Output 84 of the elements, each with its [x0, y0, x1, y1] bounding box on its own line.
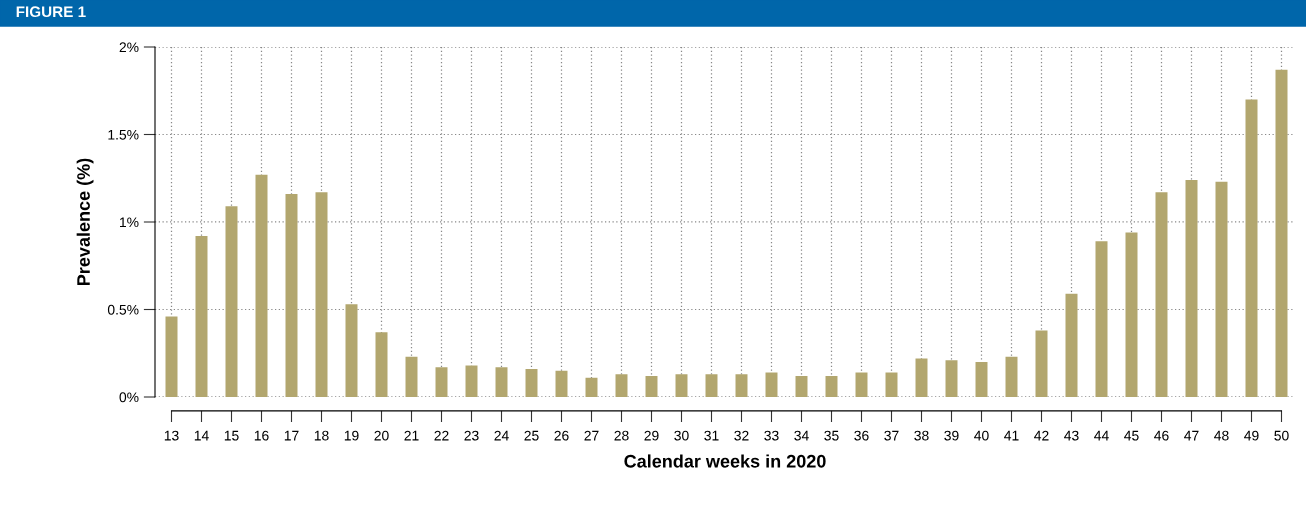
y-tick-label: 1.5%: [108, 129, 139, 140]
bar: [225, 206, 238, 397]
x-tick-label: 33: [764, 430, 779, 441]
x-tick-label: 16: [254, 430, 269, 441]
x-tick-label: 19: [344, 430, 359, 441]
bar: [1035, 330, 1048, 397]
bar: [465, 365, 478, 397]
x-tick-label: 21: [404, 430, 419, 441]
bar: [255, 174, 268, 397]
bar: [405, 356, 418, 397]
bar: [975, 362, 988, 397]
y-tick-label: 2%: [119, 42, 139, 53]
bar: [1185, 180, 1198, 397]
bar: [795, 376, 808, 397]
bar: [1275, 69, 1288, 397]
bar: [315, 192, 328, 397]
x-tick-label: 39: [944, 430, 959, 441]
x-tick-label: 49: [1244, 430, 1259, 441]
bar: [435, 367, 448, 397]
y-axis-title: Prevalence (%): [76, 158, 94, 286]
x-tick-label: 42: [1034, 430, 1049, 441]
bar: [855, 372, 868, 397]
x-tick-label: 20: [374, 430, 389, 441]
y-tick-label: 1%: [120, 217, 139, 228]
x-tick-label: 24: [494, 430, 509, 441]
x-tick-label: 25: [524, 430, 539, 441]
x-tick-label: 43: [1064, 430, 1079, 441]
bar: [345, 304, 358, 397]
bar: [735, 374, 748, 397]
bar: [945, 360, 958, 397]
bar: [1215, 181, 1228, 397]
x-tick-label: 40: [974, 430, 989, 441]
bar: [1245, 99, 1258, 397]
bar: [885, 372, 898, 397]
x-tick-label: 34: [794, 430, 809, 441]
bar: [375, 332, 388, 397]
x-tick-label: 44: [1094, 430, 1109, 441]
bar: [645, 376, 658, 397]
x-tick-label: 17: [284, 430, 299, 441]
x-tick-label: 37: [884, 430, 899, 441]
x-tick-label: 29: [644, 430, 659, 441]
x-tick-label: 13: [164, 430, 179, 441]
x-tick-label: 48: [1214, 430, 1229, 441]
bar: [1005, 356, 1018, 397]
bar: [1125, 232, 1138, 397]
bar: [555, 370, 568, 397]
x-tick-label: 23: [464, 430, 479, 441]
x-tick-label: 27: [584, 430, 599, 441]
x-tick-label: 18: [314, 430, 329, 441]
x-tick-label: 15: [224, 430, 239, 441]
chart-title: FIGURE 1: [16, 6, 86, 18]
x-tick-label: 45: [1124, 430, 1139, 441]
x-tick-label: 22: [434, 430, 449, 441]
x-tick-label: 26: [554, 430, 569, 441]
x-tick-label: 31: [704, 430, 719, 441]
bar: [825, 376, 838, 397]
bar: [705, 374, 718, 397]
bar: [1065, 293, 1078, 397]
x-tick-label: 47: [1184, 430, 1199, 441]
x-tick-label: 50: [1274, 430, 1289, 441]
bar: [495, 367, 508, 397]
x-tick-label: 32: [734, 430, 749, 441]
bar: [585, 377, 598, 397]
bar: [1095, 241, 1108, 397]
x-tick-label: 46: [1154, 430, 1169, 441]
bar: [195, 236, 208, 397]
bar: [165, 316, 178, 397]
x-tick-label: 14: [194, 430, 209, 441]
x-tick-label: 35: [824, 430, 839, 441]
x-tick-label: 36: [854, 430, 869, 441]
x-tick-label: 28: [614, 430, 629, 441]
x-tick-label: 38: [914, 430, 929, 441]
x-axis-title: Calendar weeks in 2020: [624, 454, 826, 468]
bar: [1155, 192, 1168, 397]
bar: [525, 369, 538, 397]
bar: [285, 194, 298, 397]
bar: [615, 374, 628, 397]
bar: [765, 372, 778, 397]
y-tick-label: 0.5%: [107, 304, 139, 315]
bar: [675, 374, 688, 397]
x-tick-label: 41: [1004, 430, 1019, 441]
x-tick-label: 30: [674, 430, 689, 441]
y-tick-label: 0%: [119, 392, 139, 403]
bar: [915, 358, 928, 397]
